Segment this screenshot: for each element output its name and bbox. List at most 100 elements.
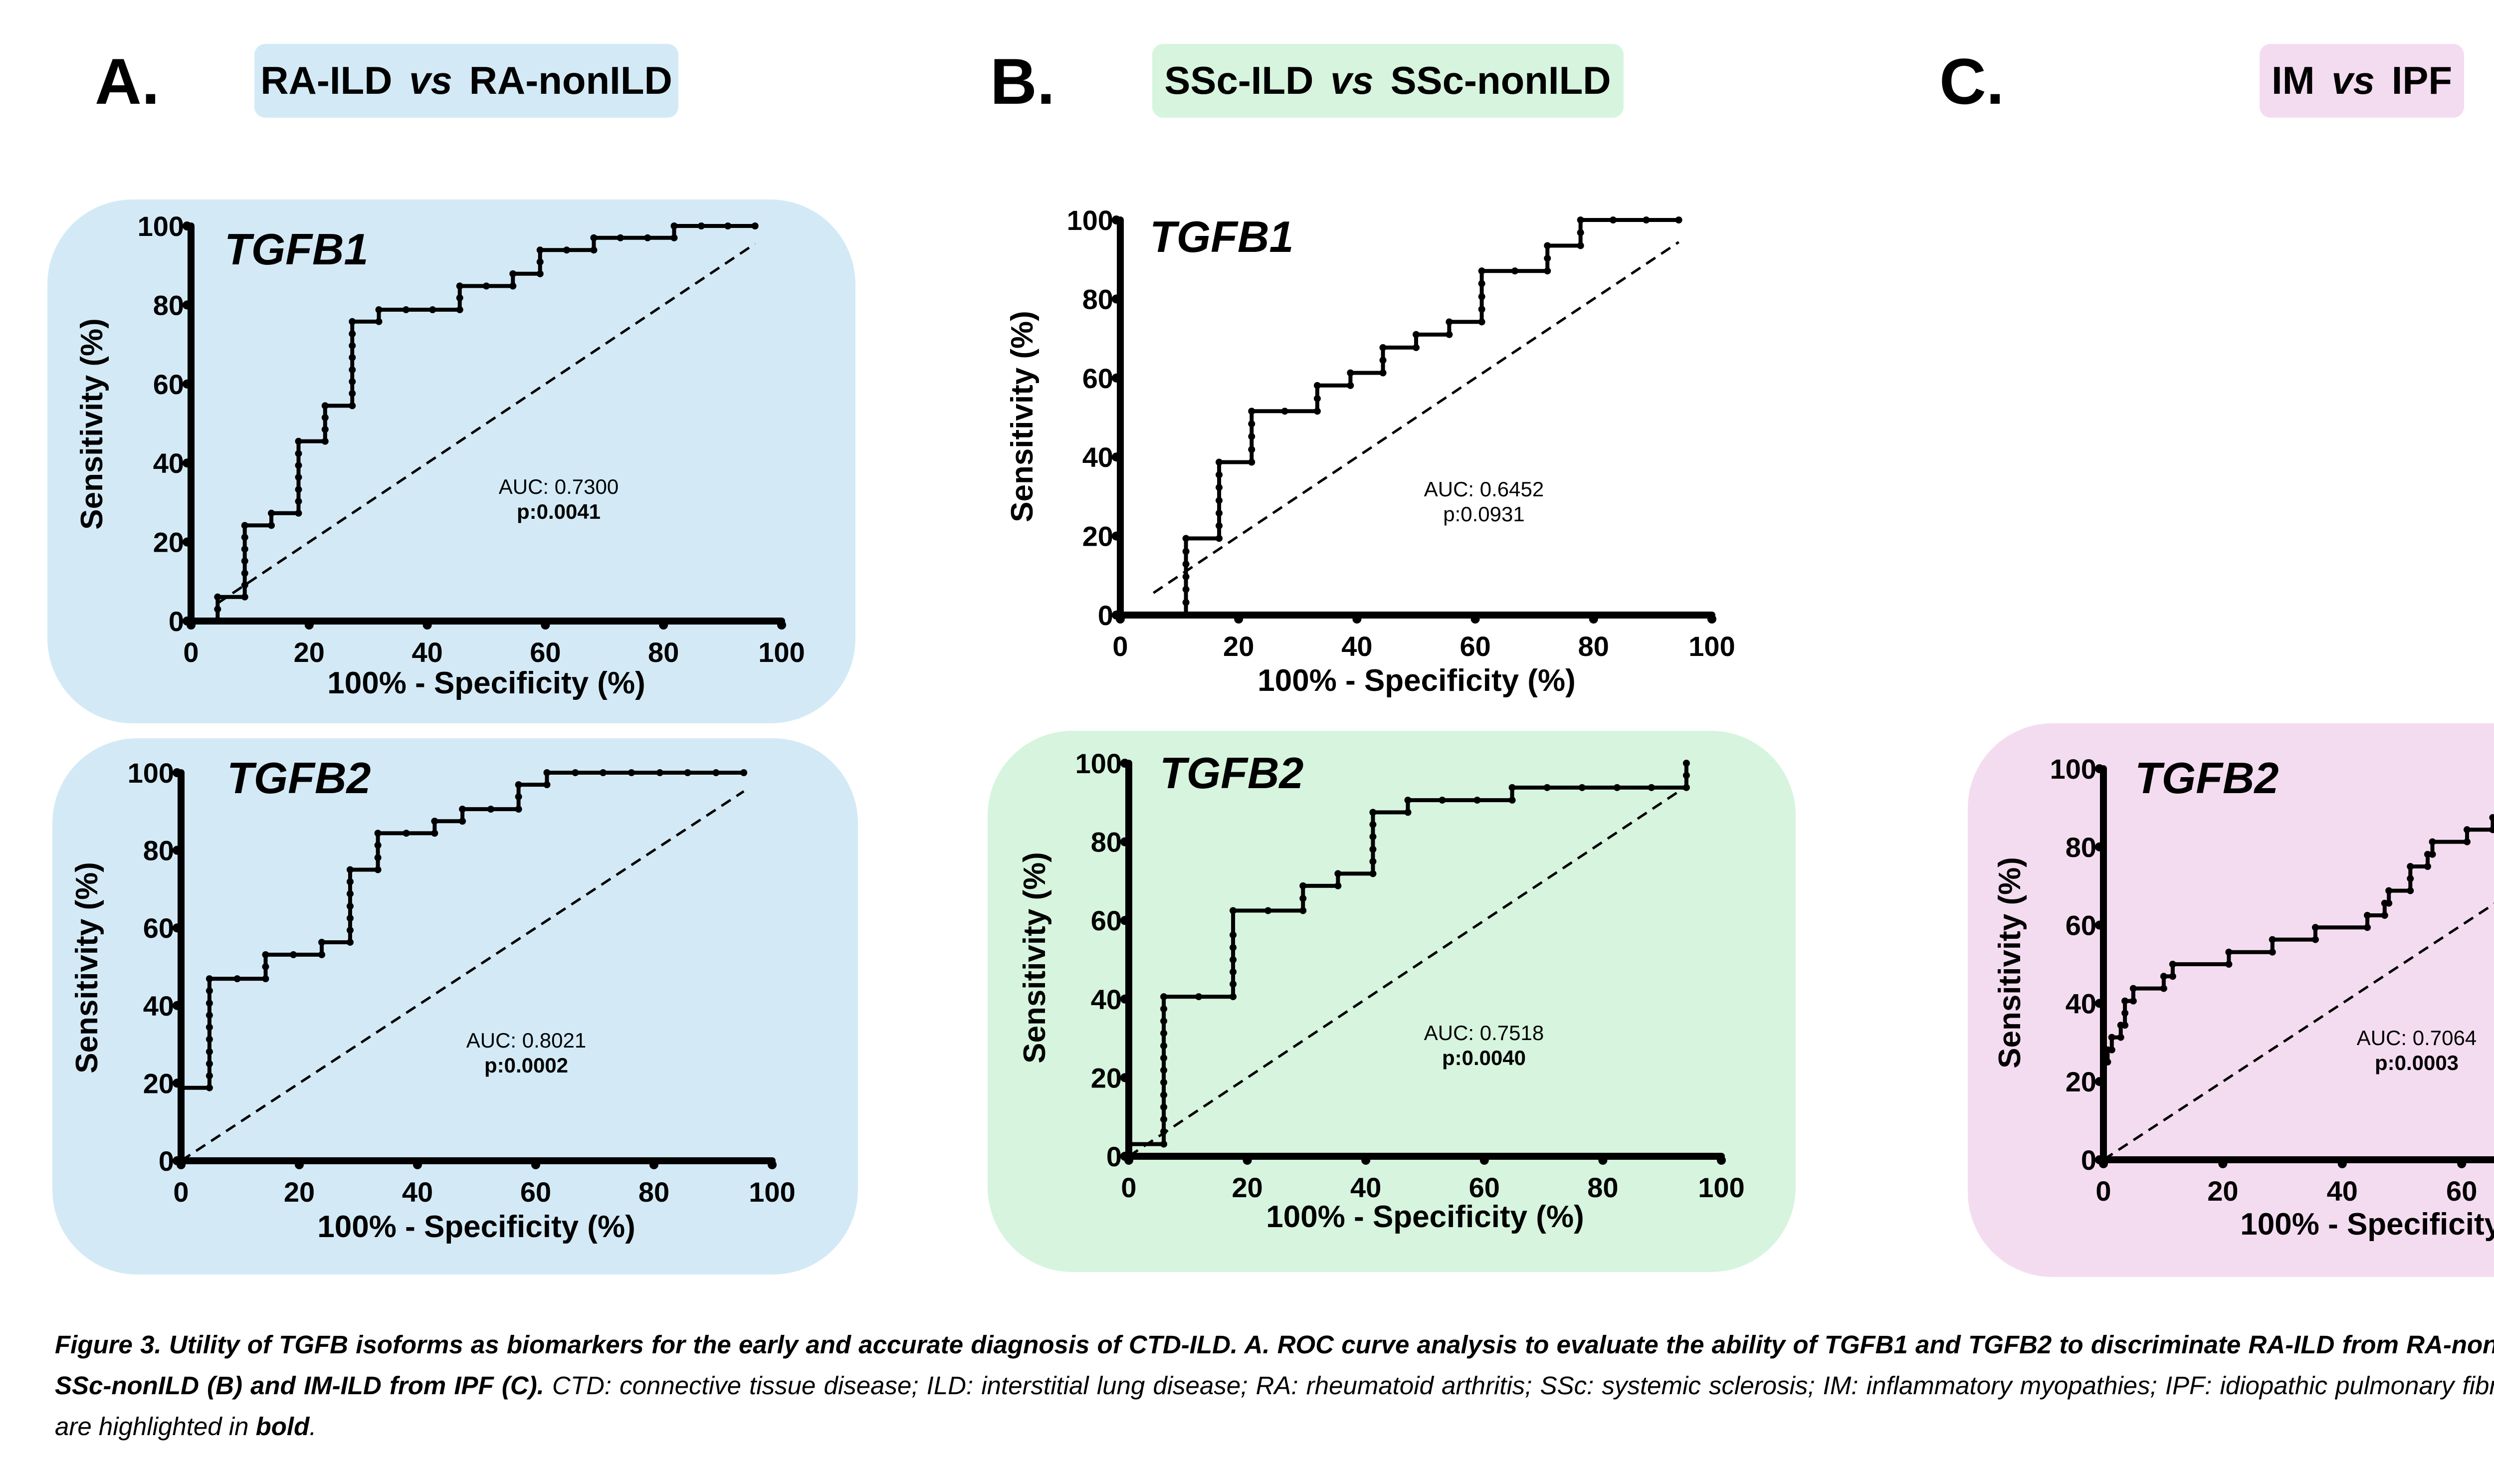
roc-point [1334, 870, 1342, 877]
roc-point [1195, 993, 1203, 1001]
roc-point [2489, 814, 2494, 821]
y-axis-title: Sensitivity (%) [1993, 857, 2027, 1068]
roc-point [2104, 1059, 2111, 1065]
roc-point [1369, 821, 1377, 828]
roc-point [349, 378, 356, 386]
roc-point [349, 402, 356, 410]
panel-b-tgfb2-background [988, 731, 1796, 1272]
y-tick-mark [183, 617, 192, 626]
y-tick-label: 60 [1091, 905, 1122, 936]
x-tick-label: 40 [402, 1176, 433, 1208]
roc-point [295, 486, 302, 493]
y-tick-label: 100 [1075, 748, 1122, 779]
roc-point [241, 581, 248, 589]
roc-point [295, 473, 302, 481]
panel-a-tgfb1-background [47, 200, 855, 723]
roc-point [268, 522, 275, 529]
roc-point [1182, 535, 1190, 542]
roc-point [1347, 369, 1354, 377]
roc-point [1264, 907, 1272, 914]
x-tick-label: 80 [638, 1176, 669, 1208]
group-title-c: IM vs IPF [2272, 58, 2452, 102]
y-tick-mark [183, 300, 192, 310]
x-tick-label: 40 [1350, 1172, 1381, 1203]
roc-point [1216, 535, 1223, 542]
roc-point [321, 425, 329, 433]
y-tick-label: 20 [2066, 1066, 2096, 1097]
roc-point [1682, 772, 1690, 779]
roc-point [600, 769, 607, 776]
x-tick-mark [1589, 615, 1598, 624]
roc-point [456, 294, 463, 302]
roc-point [241, 570, 248, 577]
roc-point [1160, 1128, 1168, 1135]
reference-line [180, 790, 745, 1162]
roc-point [233, 975, 241, 983]
panel-letter-b: B. [990, 45, 1055, 118]
y-tick-mark [173, 1001, 182, 1010]
roc-point [1643, 216, 1650, 223]
roc-point [431, 830, 438, 837]
roc-point [1369, 846, 1377, 853]
roc-point [2225, 961, 2233, 968]
roc-point [2407, 887, 2414, 894]
x-tick-mark [1352, 615, 1362, 624]
y-tick-label: 80 [153, 289, 184, 321]
roc-point [2463, 826, 2471, 834]
caption-body: CTD: connective tissue disease; ILD: int… [55, 1371, 2494, 1441]
roc-point [712, 769, 720, 776]
roc-point [1313, 395, 1321, 402]
y-tick-label: 80 [143, 835, 174, 866]
roc-point [1182, 573, 1190, 581]
roc-point [1577, 216, 1584, 223]
roc-point [1248, 408, 1255, 415]
roc-point [1216, 497, 1223, 504]
roc-point [206, 987, 213, 995]
chart-title: TGFB2 [227, 753, 371, 803]
y-tick-mark [1120, 837, 1129, 847]
roc-point [1577, 229, 1584, 236]
auc-label: AUC: 0.6452 [1424, 477, 1544, 501]
y-tick-mark [2095, 764, 2104, 773]
roc-point [1160, 1005, 1168, 1013]
roc-point [206, 1048, 213, 1056]
roc-point [2407, 863, 2414, 870]
roc-point [483, 282, 490, 290]
roc-point [1230, 944, 1237, 951]
group-title-c-left: IM [2272, 58, 2315, 102]
roc-point [1478, 293, 1485, 300]
x-axis-title: 100% - Specificity (%) [317, 1210, 635, 1244]
roc-point [456, 282, 463, 290]
roc-point [1544, 242, 1551, 249]
figure-caption: Figure 3. Utility of TGFB isoforms as bi… [55, 1324, 2494, 1447]
roc-point [2424, 850, 2431, 858]
y-tick-label: 20 [143, 1067, 174, 1099]
roc-point [2169, 973, 2176, 980]
x-tick-label: 0 [1112, 631, 1128, 662]
y-tick-label: 0 [2081, 1144, 2096, 1176]
y-tick-label: 40 [2066, 988, 2096, 1019]
roc-point [2269, 948, 2276, 956]
roc-point [2129, 985, 2137, 992]
roc-point [178, 1084, 185, 1091]
roc-point [295, 461, 302, 469]
y-tick-label: 100 [128, 757, 174, 789]
y-tick-label: 0 [1098, 600, 1113, 631]
panel-c-tgfb2-background [1968, 723, 2494, 1277]
y-tick-label: 0 [1106, 1141, 1122, 1172]
x-tick-mark [1234, 615, 1244, 624]
roc-point [1577, 242, 1584, 249]
panel-letter-a: A. [95, 45, 160, 118]
x-tick-label: 20 [1232, 1172, 1262, 1203]
roc-point [241, 522, 248, 529]
roc-point [1473, 797, 1481, 804]
roc-point [1347, 382, 1354, 389]
group-title-a-right: RA-nonILD [469, 58, 672, 102]
roc-point [349, 366, 356, 374]
header-c: C. IM vs IPF [1939, 44, 2464, 118]
roc-point [262, 963, 269, 970]
roc-point [2121, 1010, 2129, 1017]
x-tick-label: 80 [1578, 631, 1609, 662]
roc-point [403, 830, 410, 837]
roc-point [346, 902, 354, 910]
